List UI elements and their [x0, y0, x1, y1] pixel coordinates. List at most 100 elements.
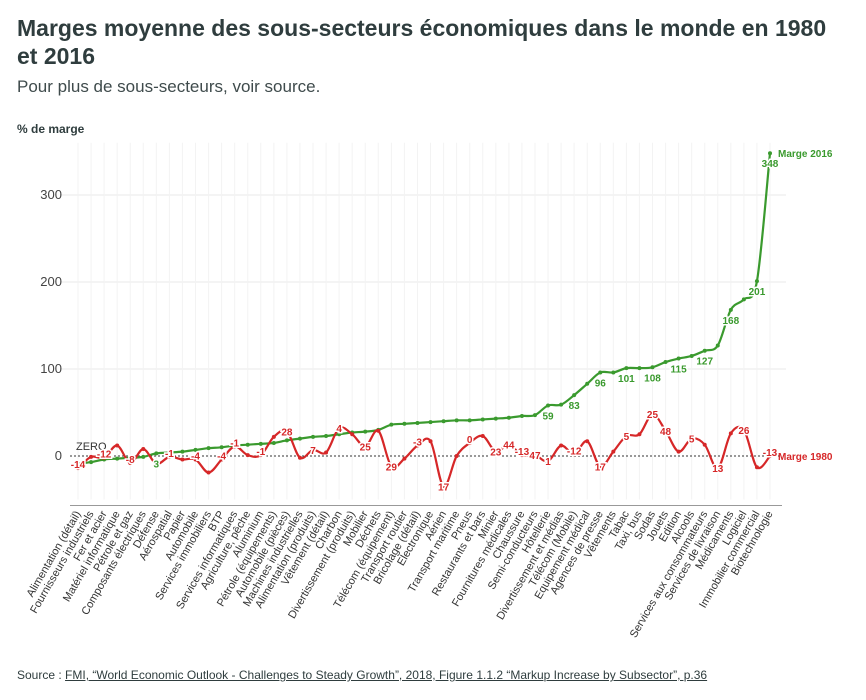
data-label-marge-1980: 5: [689, 435, 695, 446]
data-label-marge-1980: -4: [191, 451, 200, 462]
chart-subtitle: Pour plus de sous-secteurs, voir source.: [17, 77, 321, 96]
data-label-marge-1980: -4: [217, 451, 226, 462]
data-point-marge-2016: [258, 441, 263, 446]
data-point-marge-1980: [676, 449, 681, 454]
data-point-marge-1980: [128, 460, 133, 465]
data-label-marge-1980: -12: [97, 450, 112, 461]
data-label-marge-1980: 17: [595, 462, 607, 473]
data-point-marge-1980: [768, 454, 772, 458]
data-point-marge-1980: [141, 447, 146, 452]
data-label-marge-1980: -1: [256, 447, 265, 458]
y-tick-label: 0: [55, 448, 62, 463]
y-axis-label: % de marge: [17, 122, 85, 136]
data-point-marge-1980: [311, 447, 316, 452]
data-point-marge-1980: [206, 470, 211, 475]
data-point-marge-2016: [311, 434, 316, 439]
data-label-marge-2016: 101: [618, 374, 635, 385]
data-point-marge-2016: [454, 418, 459, 423]
data-point-marge-1980: [493, 449, 498, 454]
data-point-marge-2016: [219, 445, 224, 450]
data-label-marge-1980: -13: [763, 448, 778, 459]
source-note: Source : FMI, “World Economic Outlook - …: [17, 668, 707, 682]
data-point-marge-2016: [559, 402, 564, 407]
data-point-marge-2016: [506, 415, 511, 420]
data-point-marge-2016: [689, 353, 694, 358]
data-label-marge-1980: 23: [490, 448, 502, 459]
data-label-marge-2016: 348: [762, 159, 779, 170]
data-label-marge-2016: 127: [696, 357, 713, 368]
data-point-marge-2016: [676, 356, 681, 361]
data-point-marge-2016: [415, 420, 420, 425]
data-label-marge-1980: 5: [624, 432, 630, 443]
data-point-marge-1980: [598, 464, 603, 469]
data-point-marge-1980: [611, 449, 616, 454]
data-point-marge-1980: [559, 443, 564, 448]
data-point-marge-1980: [663, 428, 668, 433]
data-point-marge-2016: [637, 366, 642, 371]
data-label-marge-1980: -8: [126, 455, 135, 466]
data-point-marge-2016: [546, 403, 551, 408]
data-label-marge-1980: 13: [712, 464, 724, 475]
data-point-marge-2016: [754, 279, 759, 284]
data-point-marge-2016: [585, 381, 590, 386]
zero-label: ZERO: [76, 441, 107, 453]
data-point-marge-1980: [271, 434, 276, 439]
data-point-marge-2016: [428, 420, 433, 425]
data-point-marge-1980: [428, 439, 433, 444]
data-point-marge-1980: [102, 455, 107, 460]
data-point-marge-1980: [519, 453, 524, 458]
data-point-marge-1980: [637, 432, 642, 437]
data-label-marge-1980: 48: [660, 427, 672, 438]
data-point-marge-1980: [415, 443, 420, 448]
data-label-marge-1980: 25: [647, 410, 659, 421]
data-point-marge-1980: [454, 454, 459, 458]
data-point-marge-2016: [180, 449, 185, 454]
data-point-marge-2016: [141, 454, 146, 459]
data-label-marge-1980: 7: [310, 446, 316, 457]
source-link[interactable]: FMI, “World Economic Outlook - Challenge…: [65, 668, 708, 682]
y-tick-label: 200: [40, 274, 62, 289]
data-point-marge-2016: [245, 442, 250, 447]
data-point-marge-1980: [402, 456, 407, 461]
data-point-marge-1980: [585, 439, 590, 444]
data-point-marge-2016: [741, 297, 746, 302]
data-point-marge-1980: [389, 464, 394, 469]
data-point-marge-1980: [89, 454, 94, 459]
data-point-marge-1980: [650, 412, 655, 417]
data-point-marge-2016: [650, 365, 655, 370]
data-label-marge-2016: 201: [749, 287, 766, 298]
data-point-marge-2016: [532, 413, 537, 418]
data-point-marge-2016: [271, 440, 276, 445]
data-label-marge-1980: -1: [230, 438, 239, 449]
data-label-marge-2016: 108: [644, 373, 661, 384]
chart-title: Marges moyenne des sous-secteurs économi…: [17, 15, 827, 69]
data-point-marge-1980: [715, 466, 720, 471]
data-point-marge-1980: [154, 461, 159, 466]
series-line-marge-2016: [77, 153, 772, 465]
data-point-marge-1980: [480, 433, 485, 438]
data-point-marge-1980: [193, 457, 198, 462]
data-point-marge-1980: [624, 433, 629, 438]
data-point-marge-2016: [337, 432, 342, 437]
data-point-marge-1980: [506, 442, 511, 447]
data-point-marge-2016: [519, 413, 524, 418]
data-label-marge-1980: -14: [71, 460, 86, 471]
data-point-marge-2016: [572, 393, 577, 398]
data-point-marge-1980: [324, 450, 329, 455]
data-point-marge-1980: [258, 453, 263, 458]
y-tick-label: 100: [40, 361, 62, 376]
data-point-marge-1980: [337, 426, 342, 431]
data-label-marge-1980: -12: [567, 446, 582, 457]
data-label-marge-2016: 115: [671, 365, 688, 376]
data-label-marge-2016: 59: [542, 412, 554, 423]
data-label-marge-1980: 28: [281, 428, 293, 439]
data-point-marge-1980: [467, 440, 472, 445]
data-label-marge-1980: 44: [503, 441, 515, 452]
data-point-marge-1980: [284, 429, 289, 434]
data-point-marge-2016: [402, 421, 407, 426]
data-point-marge-1980: [232, 444, 237, 449]
data-point-marge-2016: [493, 416, 498, 421]
data-point-marge-2016: [624, 366, 629, 371]
data-point-marge-1980: [363, 444, 368, 449]
data-label-marge-1980: 26: [738, 426, 750, 437]
